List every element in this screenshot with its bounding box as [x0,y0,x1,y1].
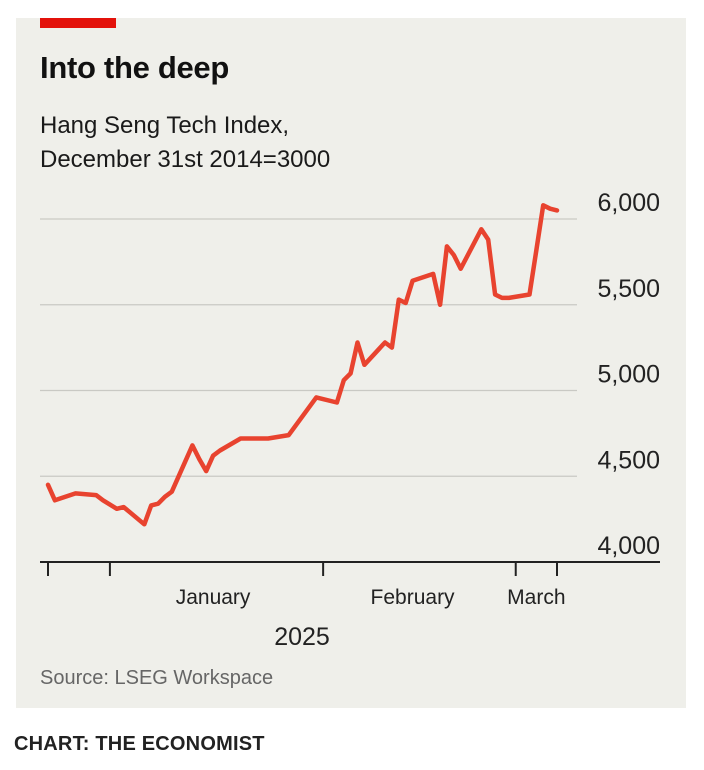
x-tick-label-february: February [371,586,456,609]
economist-red-tag [40,18,116,28]
x-axis-title: 2025 [274,623,330,651]
source-note: Source: LSEG Workspace [40,667,274,689]
y-tick-label-5500: 5,500 [597,275,660,303]
y-tick-label-6000: 6,000 [597,189,660,217]
chart-credit: CHART: THE ECONOMIST [14,733,265,755]
chart-title: Into the deep [40,50,229,85]
chart-subtitle-line-1: Hang Seng Tech Index, [40,112,290,139]
y-tick-label-4500: 4,500 [597,446,660,474]
series-line-0 [45,203,560,527]
x-tick-label-january: January [176,586,251,609]
y-tick-label-4000: 4,000 [597,532,660,560]
chart-subtitle-line-2: December 31st 2014=3000 [40,146,331,173]
y-tick-label-5000: 5,000 [597,361,660,389]
x-tick-label-march: March [507,586,565,609]
